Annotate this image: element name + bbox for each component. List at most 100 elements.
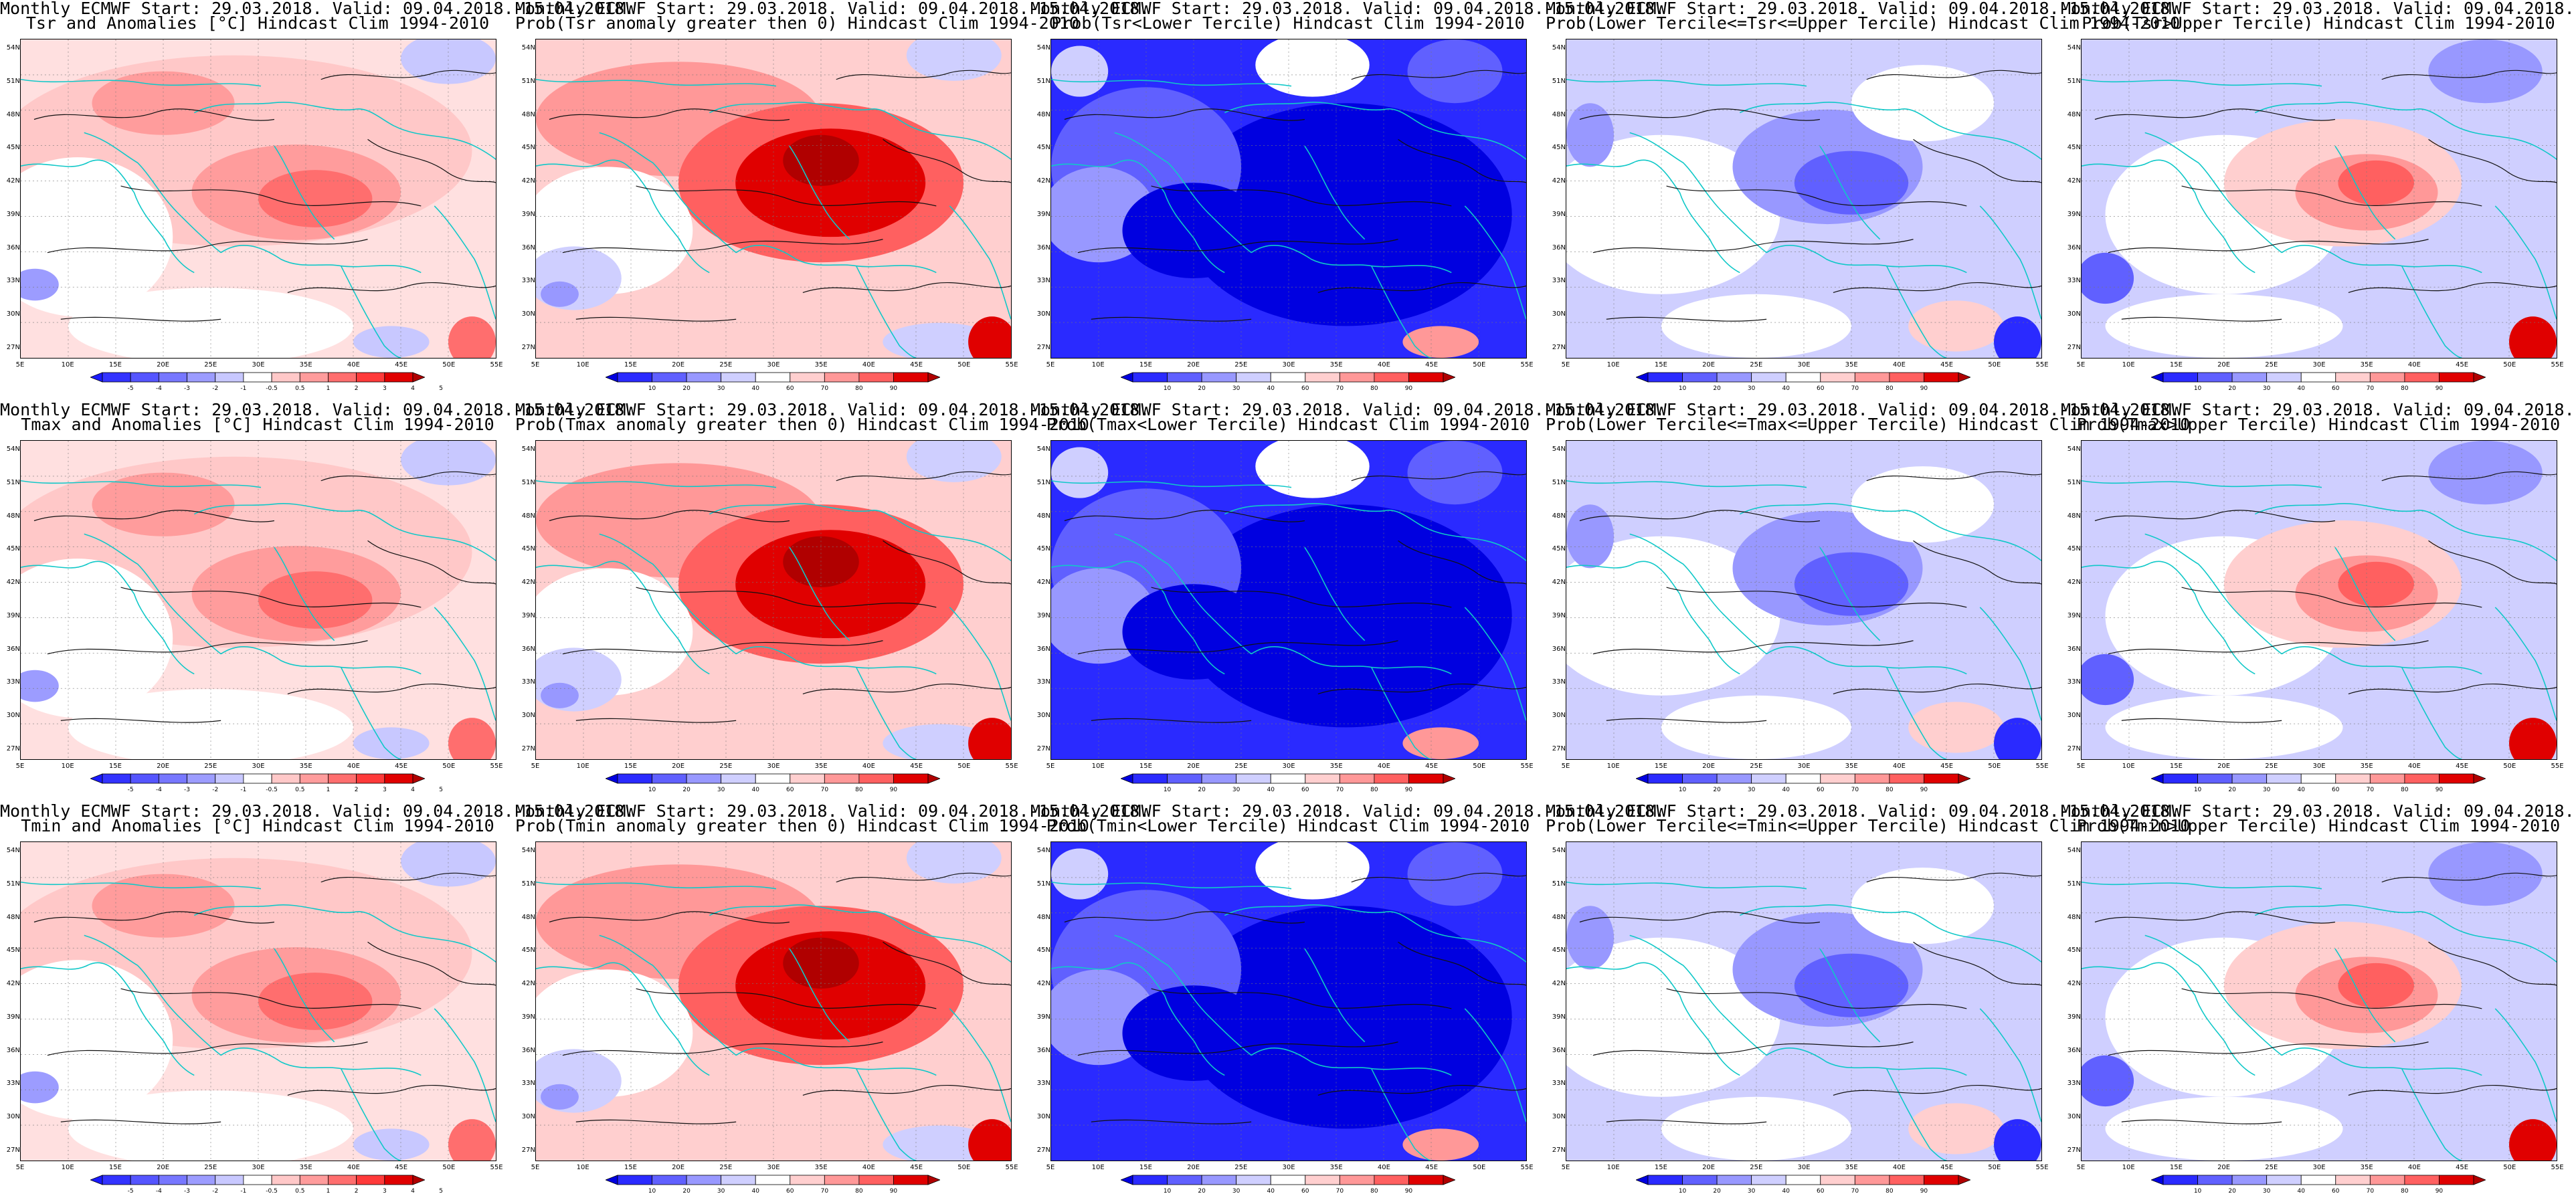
contour-5 — [60, 316, 221, 322]
lon-tick-label: 50E — [442, 763, 456, 770]
colorbar-label: 90 — [1404, 787, 1413, 793]
lat-tick-label: 27N — [1552, 1146, 1566, 1154]
contour-1 — [120, 587, 422, 608]
field-shading-7 — [353, 727, 430, 759]
field-shading-0 — [1179, 103, 1512, 326]
lat-tick-label: 54N — [2067, 445, 2081, 453]
coastline-6 — [1464, 607, 1526, 721]
lat-tick-label: 36N — [2067, 1046, 2081, 1054]
lon-tick-label: 50E — [957, 763, 971, 770]
lat-tick-label: 39N — [1036, 611, 1050, 619]
contour-3 — [802, 282, 1011, 293]
panel-title-line2: Tsr and Anomalies [°C] Hindcast Clim 199… — [25, 13, 490, 33]
colorbar-label: 10 — [1163, 1188, 1172, 1195]
contour-1 — [1666, 988, 1967, 1009]
lat-tick-label: 54N — [1552, 445, 1566, 453]
field-shading-4 — [1908, 1103, 2004, 1155]
coastline-1 — [84, 934, 221, 1056]
colorbar-label: -5 — [127, 385, 134, 392]
lat-tick-label: 39N — [1036, 1013, 1050, 1021]
colorbar-swatch-12 — [412, 773, 425, 784]
colorbar-swatch-9 — [1924, 1175, 1959, 1185]
field-shading-5 — [1994, 316, 2041, 358]
colorbar-swatch-6 — [2335, 372, 2371, 383]
colorbar-swatch-4 — [2266, 372, 2302, 383]
lon-tick-label: 10E — [1091, 1164, 1105, 1171]
contour-4 — [883, 540, 1011, 585]
colorbar-label: 80 — [2401, 1188, 2409, 1195]
field-shading-6 — [1407, 39, 1503, 104]
colorbar-swatch-3 — [686, 1175, 722, 1185]
contour-6 — [1351, 471, 1526, 482]
colorbar-swatch-10 — [356, 372, 385, 383]
coastline-0 — [21, 962, 195, 1076]
colorbar-swatch-5 — [215, 1175, 244, 1185]
panel-title-line2: Prob(Tsr>Upper Tercile) Hindcast Clim 19… — [2082, 13, 2555, 33]
contour-5 — [1606, 316, 1767, 322]
coastline-4 — [855, 1068, 917, 1161]
panel-title-line2: Prob(Tmin<Lower Tercile) Hindcast Clim 1… — [1046, 816, 1530, 835]
field-shading-4 — [1051, 447, 1109, 498]
lat-tick-label: 30N — [1036, 1113, 1050, 1121]
colorbar-swatch-0 — [606, 773, 618, 784]
lon-tick-label: 30E — [2312, 1164, 2326, 1171]
lon-tick-label: 10E — [576, 361, 589, 369]
colorbar-swatch-0 — [90, 773, 103, 784]
contour-1 — [636, 587, 937, 608]
colorbar-swatch-5 — [2300, 1175, 2336, 1185]
coastline-0 — [536, 159, 710, 274]
field-shading-4 — [1051, 45, 1109, 97]
colorbar-label: 20 — [1713, 385, 1721, 392]
colorbar-label: -0.5 — [266, 385, 278, 392]
field-shading-5 — [1402, 727, 1479, 759]
colorbar-swatch-8 — [858, 773, 894, 784]
lon-tick-label: 35E — [1845, 763, 1858, 770]
map-area — [535, 841, 1012, 1161]
contour-5 — [575, 1119, 737, 1124]
lat-tick-label: 54N — [6, 44, 20, 52]
lon-tick-label: 15E — [2169, 1164, 2183, 1171]
contour-2 — [1077, 640, 1398, 655]
lon-tick-label: 30E — [1797, 361, 1811, 369]
coastline-8 — [1566, 881, 1807, 890]
map-svg — [1050, 440, 1527, 760]
lat-tick-label: 48N — [521, 110, 535, 118]
colorbar-swatch-9 — [328, 1175, 357, 1185]
colorbar: 10 20 30 40 60 70 80 90 — [1636, 773, 1970, 800]
lat-tick-label: 36N — [521, 1046, 535, 1054]
coastline-5 — [909, 526, 1011, 561]
field-shading-7 — [1661, 695, 1851, 759]
lat-tick-label: 45N — [2067, 144, 2081, 152]
lat-tick-label: 33N — [1552, 678, 1566, 686]
contour-5 — [575, 316, 737, 322]
field-shading-8 — [968, 316, 1011, 358]
lon-tick-label: 55E — [1520, 1164, 1534, 1171]
coastline-0 — [536, 962, 710, 1076]
coastline-6 — [1979, 607, 2041, 721]
lat-tick-label: 33N — [2067, 678, 2081, 686]
lat-tick-label: 30N — [1552, 712, 1566, 720]
map-panel: Monthly ECMWF Start: 29.03.2018. Valid: … — [1030, 0, 1665, 401]
coastline-6 — [434, 607, 496, 721]
colorbar-swatch-5 — [2300, 372, 2336, 383]
coastline-8 — [536, 480, 777, 488]
colorbar-swatch-1 — [1647, 773, 1683, 784]
field-shading-3 — [1851, 65, 1994, 142]
coastline-0 — [2082, 561, 2256, 675]
colorbar-swatch-10 — [356, 1175, 385, 1185]
field-shading-6 — [2509, 316, 2557, 358]
colorbar-swatch-12 — [412, 1175, 425, 1185]
lat-tick-label: 30N — [521, 310, 535, 318]
colorbar-label: 2 — [354, 787, 359, 793]
colorbar-swatch-0 — [606, 372, 618, 383]
map-panel: Monthly ECMWF Start: 29.03.2018. Valid: … — [1030, 401, 1665, 803]
contour-0 — [1064, 108, 1305, 121]
field-shading-7 — [353, 326, 430, 358]
map-svg — [1566, 39, 2042, 359]
contour-2 — [1592, 239, 1914, 254]
lat-tick-label: 33N — [1036, 1080, 1050, 1088]
colorbar-label: 70 — [2366, 385, 2375, 392]
colorbar-swatch-3 — [686, 773, 722, 784]
lat-tick-label: 51N — [1036, 77, 1050, 85]
contour-0 — [33, 911, 275, 924]
